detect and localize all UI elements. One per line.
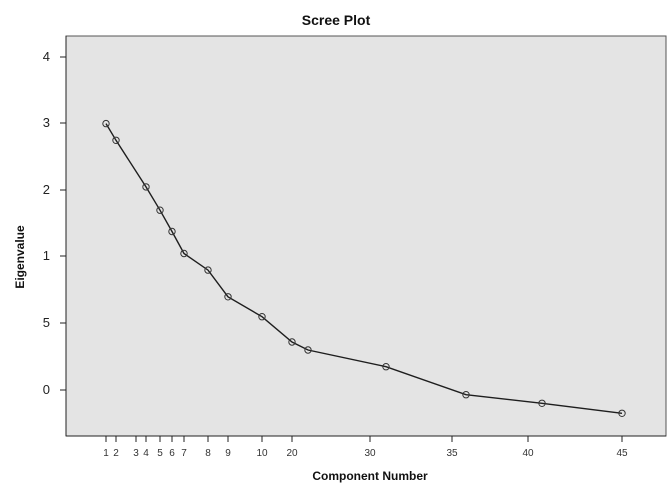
data-point [142,183,150,191]
data-point [258,313,266,321]
x-tick-label: 20 [286,448,298,459]
series-line [105,123,623,414]
chart-title: Scree Plot [302,12,371,28]
x-tick-label: 7 [181,448,187,459]
data-point [224,293,232,301]
x-tick-label: 2 [113,448,119,459]
data-point [112,136,120,145]
x-tick-label: 9 [225,448,231,459]
data-point [304,346,312,354]
x-tick-label: 4 [143,448,149,459]
data-point [180,249,188,258]
x-axis: 1 2 3 4 5 6 7 8 9 10 20 30 35 40 45 [66,435,666,459]
series-markers [102,119,626,417]
y-axis-title: Eigenvalue [13,225,27,289]
x-tick-label: 10 [256,448,268,459]
data-point [102,119,110,128]
y-tick-label: 3 [43,115,50,130]
x-tick-label: 45 [616,448,628,459]
data-point [618,409,626,417]
data-point [538,399,546,407]
x-tick-label: 30 [364,448,376,459]
data-point [288,338,296,346]
data-point [204,266,212,274]
x-tick-label: 8 [205,448,211,459]
y-tick-label: 5 [43,315,50,330]
x-tick-label: 35 [446,448,458,459]
data-point [462,391,470,399]
x-tick-label: 3 [133,448,139,459]
x-tick-label: 6 [169,448,175,459]
y-tick-label: 4 [43,49,50,64]
y-tick-label: 1 [43,248,50,263]
data-point [156,206,164,214]
y-axis: 4 3 2 1 5 0 [43,36,67,436]
x-tick-label: 1 [103,448,109,459]
plot-area [65,35,667,437]
data-point [168,227,176,236]
x-tick-label: 5 [157,448,163,459]
x-tick-label: 40 [522,448,534,459]
y-tick-label: 0 [43,382,50,397]
data-point [382,363,390,371]
y-tick-label: 2 [43,182,50,197]
x-axis-title: Component Number [312,469,428,483]
